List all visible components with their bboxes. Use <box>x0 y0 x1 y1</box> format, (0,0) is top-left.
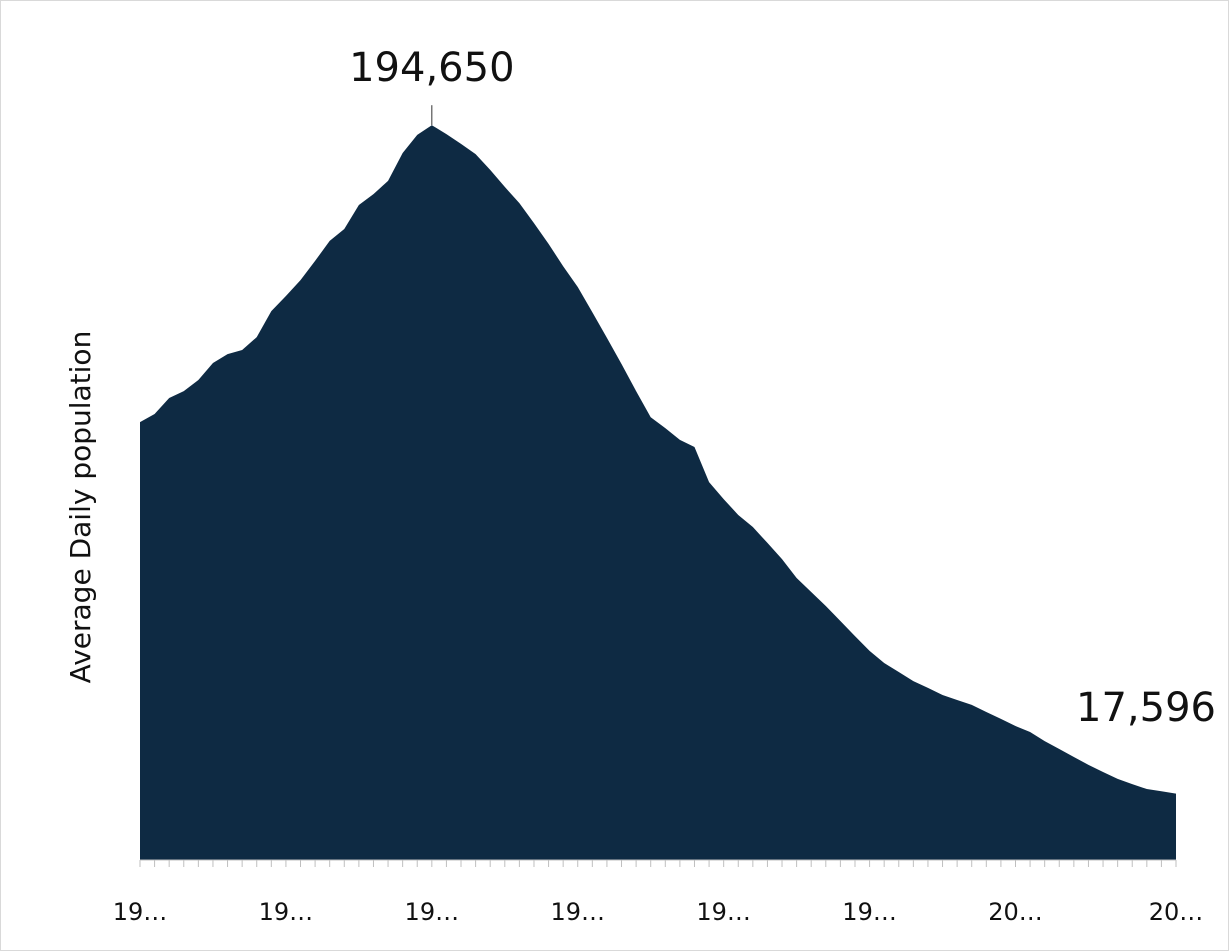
x-tick-label: 19… <box>842 898 897 926</box>
x-tick-label: 20… <box>988 898 1043 926</box>
x-tick-label: 19… <box>696 898 751 926</box>
x-tick-label: 19… <box>113 898 168 926</box>
area <box>140 125 1176 861</box>
value-label: 17,596 <box>1076 685 1216 731</box>
x-tick-label: 20… <box>1149 898 1204 926</box>
value-label: 194,650 <box>349 45 514 91</box>
x-tick-label: 19… <box>550 898 605 926</box>
x-tick-label: 19… <box>259 898 314 926</box>
x-tick-label: 19… <box>405 898 460 926</box>
y-axis-title: Average Daily population <box>64 331 97 684</box>
